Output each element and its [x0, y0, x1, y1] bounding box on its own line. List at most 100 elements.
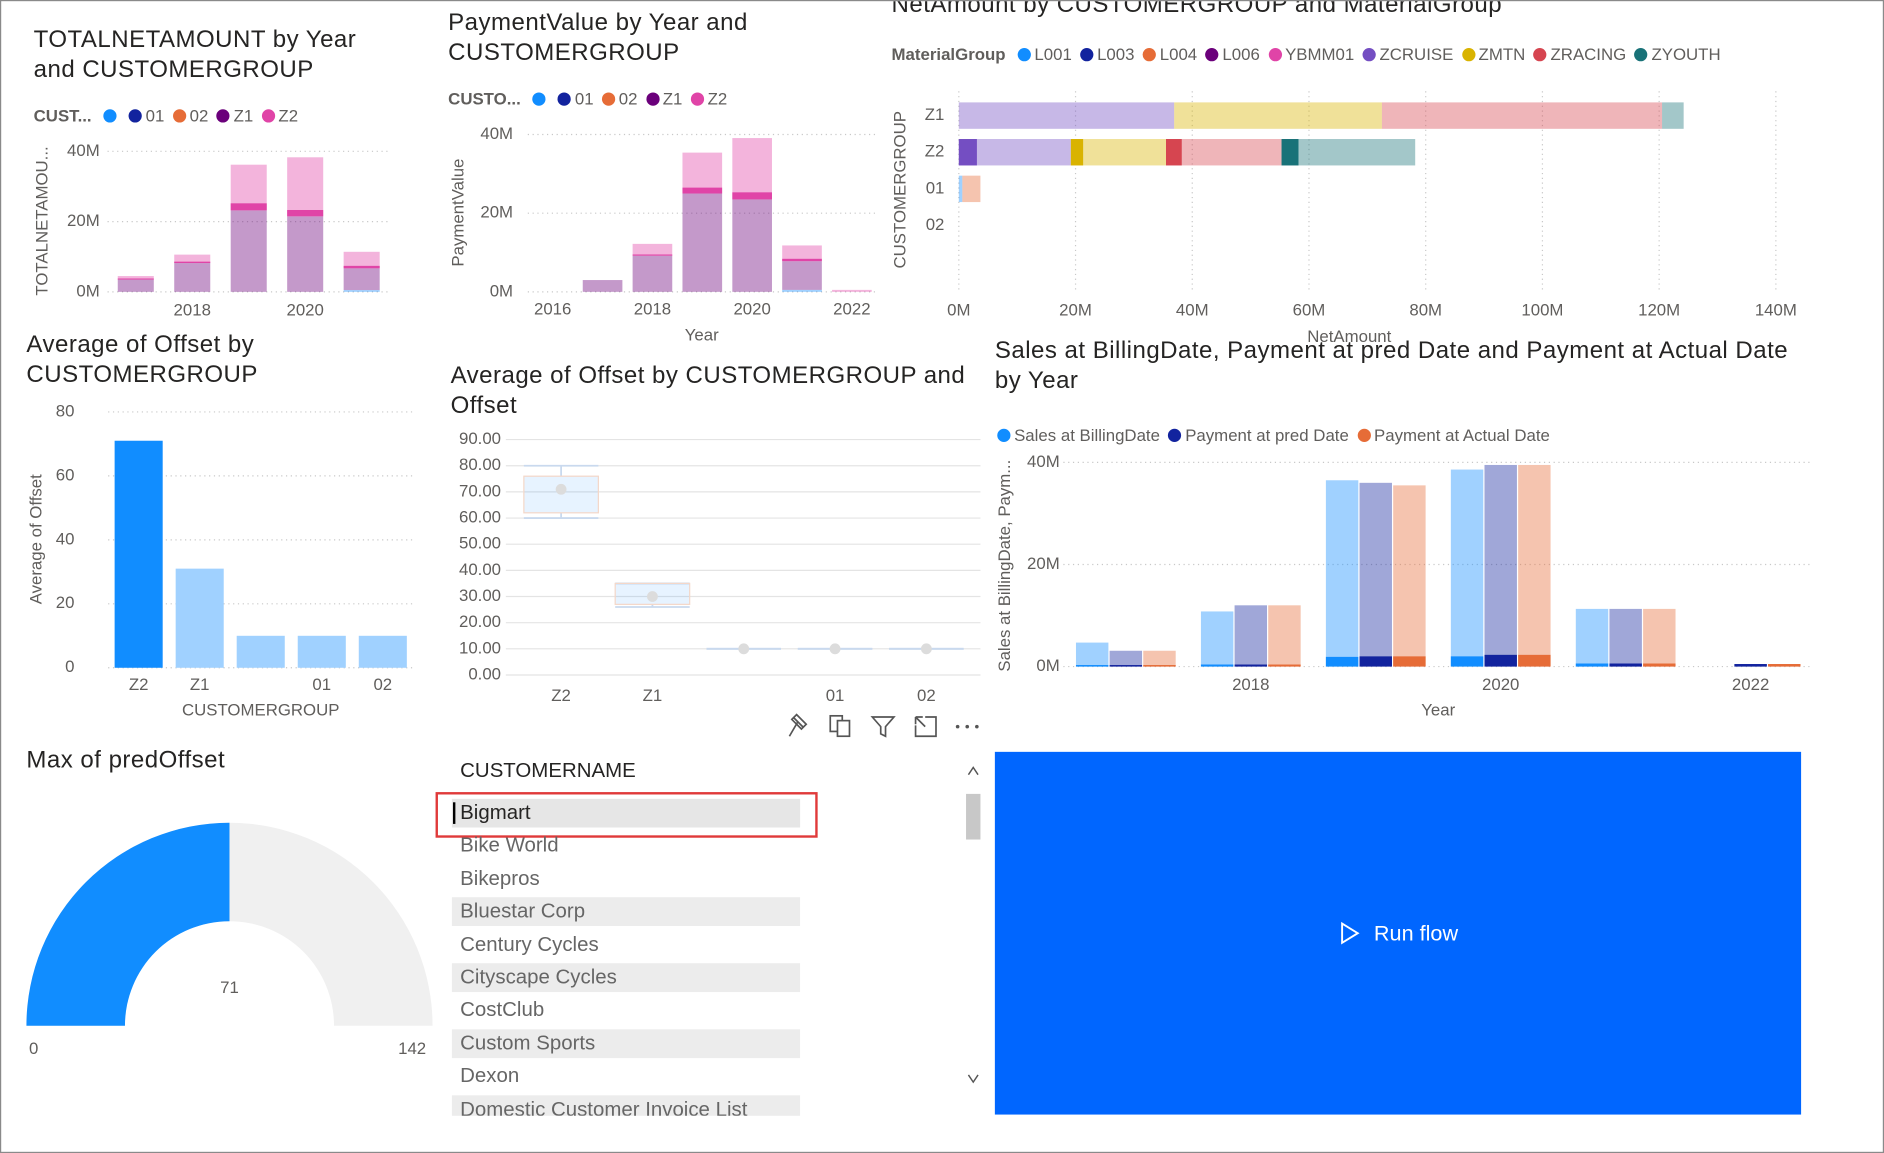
focus-icon[interactable] — [914, 716, 937, 738]
legend: CUSTO... 01 02 Z1 Z2 — [448, 89, 735, 108]
legend-item: ZMTN — [1461, 44, 1525, 64]
x-tick-label: 2018 — [1232, 675, 1269, 694]
y-tick-label: 40M — [480, 124, 513, 143]
slicer-item[interactable]: Bluestar Corp — [451, 897, 801, 927]
bar-segment — [1281, 139, 1416, 166]
visual-header — [788, 713, 979, 738]
mean-marker — [647, 591, 658, 602]
legend-swatch — [1362, 47, 1376, 61]
bar-segment — [1643, 608, 1676, 667]
y-tick-label: 0 — [65, 657, 74, 676]
legend-swatch — [1357, 428, 1371, 442]
y-axis-title: Sales at BillingDate, Paym... — [995, 460, 1014, 672]
legend-swatch — [645, 91, 660, 106]
bar-segment — [1143, 650, 1176, 667]
x-axis-title: NetAmount — [1307, 327, 1391, 346]
legend-label: YBMM01 — [1285, 44, 1355, 64]
chart-title: TOTALNETAMOUNT by Year and CUSTOMERGROUP — [33, 26, 357, 83]
filter-icon[interactable] — [870, 716, 896, 738]
legend-item: 01 — [128, 105, 165, 125]
x-tick-label: 2020 — [1482, 675, 1519, 694]
pin-icon[interactable] — [788, 713, 808, 737]
bar-segment — [1075, 642, 1109, 667]
y-tick-label: 10.00 — [459, 638, 501, 657]
bar-segment — [782, 289, 822, 292]
run-flow-button[interactable]: Run flow — [994, 751, 1802, 1115]
slicer-scrollbar[interactable] — [966, 766, 981, 1084]
x-axis-title: Year — [1421, 700, 1455, 719]
bar-segment — [958, 139, 1071, 166]
bar — [114, 440, 163, 668]
legend-title: CUSTO... — [448, 88, 521, 109]
highlight-segment — [1518, 654, 1551, 667]
category-label: 02 — [373, 675, 392, 694]
x-axis-title: CUSTOMERGROUP — [182, 700, 339, 719]
slicer-header: CUSTOMERNAME — [460, 759, 636, 782]
category-label: Z1 — [190, 675, 210, 694]
slicer-item[interactable]: Dexon — [460, 1064, 520, 1088]
bar-segment — [962, 175, 981, 203]
y-tick-label: 60.00 — [459, 507, 501, 526]
x-tick-label: 2018 — [174, 301, 211, 320]
slicer-item[interactable]: Custom Sports — [451, 1028, 801, 1058]
category-label: 01 — [926, 178, 945, 197]
scroll-thumb[interactable] — [966, 793, 981, 840]
category-label: 01 — [312, 675, 331, 694]
scroll-down[interactable] — [967, 1074, 979, 1084]
highlight-segment — [1609, 663, 1642, 667]
bar-segment — [682, 152, 723, 194]
scroll-up[interactable] — [967, 766, 979, 776]
mean-marker — [920, 643, 932, 655]
highlight-segment — [1325, 656, 1359, 667]
slicer-item[interactable]: Bikepros — [460, 866, 540, 890]
bar-segment — [1174, 102, 1382, 129]
more-icon[interactable] — [955, 724, 979, 729]
chart-title: Average of Offset by CUSTOMERGROUP and O… — [450, 362, 966, 420]
legend-item: Z1 — [645, 89, 682, 108]
category-label: Z2 — [551, 686, 571, 705]
legend-label: Sales at BillingDate — [1014, 425, 1160, 445]
slicer-item[interactable]: Domestic Customer Invoice List — [451, 1094, 801, 1116]
x-tick-label: 2020 — [286, 301, 323, 320]
legend-label: ZCRUISE — [1379, 44, 1454, 64]
legend-label: L004 — [1159, 44, 1198, 64]
bar-segment — [174, 263, 211, 292]
highlight-segment — [287, 209, 324, 217]
highlight-segment — [958, 139, 977, 166]
legend-title: CUST... — [33, 105, 92, 125]
slicer-item[interactable]: Bigmart — [451, 798, 801, 828]
legend-label: 01 — [145, 105, 165, 125]
bar-segment — [958, 175, 963, 203]
y-tick-label: 70.00 — [459, 481, 501, 500]
slicer-item[interactable]: CostClub — [460, 998, 545, 1022]
highlight-segment — [1734, 664, 1767, 667]
legend-item: 01 — [558, 89, 594, 108]
chart-title: PaymentValue by Year and CUSTOMERGROUP — [448, 9, 748, 67]
highlight-segment — [732, 192, 772, 200]
bar-segment — [1609, 608, 1642, 667]
y-tick-label: 40 — [56, 529, 75, 548]
highlight-segment — [1359, 656, 1392, 667]
legend-item: Payment at Actual Date — [1357, 425, 1550, 444]
legend-item — [532, 91, 550, 106]
legend-swatch — [1080, 47, 1094, 61]
bar-segment — [632, 255, 673, 292]
highlight-segment — [230, 203, 267, 211]
legend-swatch — [997, 428, 1011, 442]
button-label: Run flow — [1373, 920, 1459, 945]
legend-item: Payment at pred Date — [1168, 425, 1349, 444]
category-label: Z2 — [129, 675, 149, 694]
category-label: Z1 — [925, 105, 945, 124]
legend-swatch — [1205, 47, 1219, 61]
bar-segment — [732, 138, 772, 200]
legend-swatch — [1533, 47, 1547, 61]
copy-icon[interactable] — [829, 714, 851, 738]
slicer-item[interactable]: Century Cycles — [460, 932, 599, 956]
category-label: 02 — [926, 215, 945, 234]
highlight-segment — [117, 278, 154, 280]
slicer-item[interactable]: Cityscape Cycles — [451, 963, 801, 993]
slicer-item[interactable]: Bike World — [460, 833, 559, 857]
legend-label: 02 — [189, 105, 209, 125]
bar-segment — [1393, 485, 1426, 667]
